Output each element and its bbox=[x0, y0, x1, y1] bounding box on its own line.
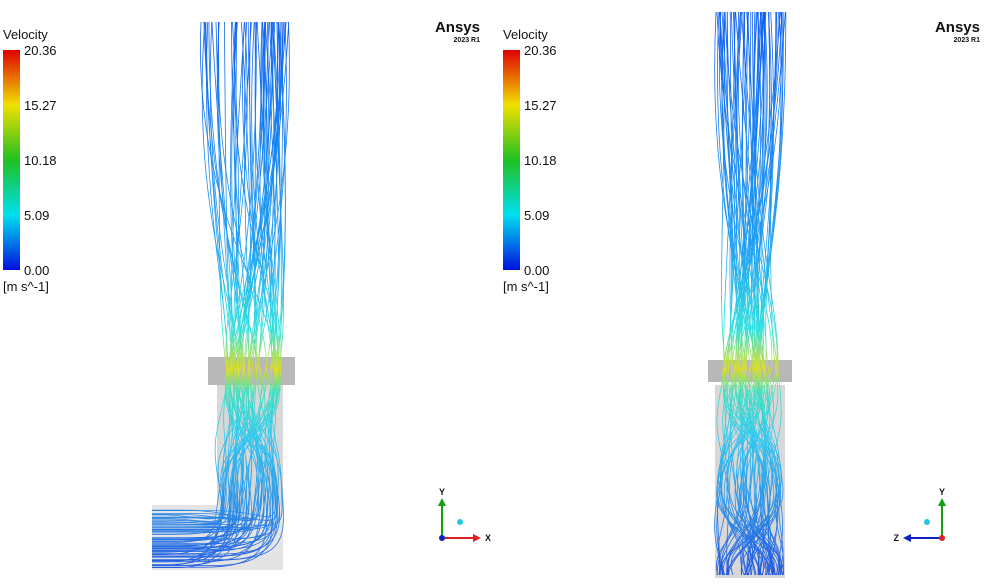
legend-tick-label: 15.27 bbox=[24, 98, 57, 113]
logo: Ansys bbox=[435, 19, 480, 36]
streamline bbox=[714, 11, 769, 576]
streamline bbox=[152, 21, 280, 549]
streamline bbox=[726, 11, 777, 576]
streamline bbox=[734, 11, 787, 576]
streamline bbox=[744, 11, 786, 576]
legend-tick-label: 0.00 bbox=[524, 263, 549, 278]
streamline bbox=[152, 21, 253, 529]
legend-tick-label: 10.18 bbox=[524, 153, 557, 168]
legend-title: Velocity bbox=[3, 27, 48, 42]
view-sphere bbox=[924, 519, 930, 525]
legend-units: [m s^-1] bbox=[3, 279, 49, 294]
legend-tick-label: 0.00 bbox=[24, 263, 49, 278]
axis-label: Y bbox=[439, 487, 445, 497]
streamline bbox=[152, 21, 281, 552]
streamline bbox=[722, 11, 784, 576]
view-sphere bbox=[457, 519, 463, 525]
legend-tick-label: 20.36 bbox=[524, 43, 557, 58]
streamline bbox=[152, 21, 249, 539]
streamline bbox=[152, 21, 240, 547]
streamline bbox=[719, 11, 783, 576]
streamline bbox=[743, 11, 782, 576]
streamlines bbox=[152, 11, 787, 576]
streamline bbox=[152, 21, 268, 552]
streamline bbox=[152, 21, 248, 555]
streamline bbox=[729, 11, 777, 576]
streamline bbox=[721, 11, 752, 576]
streamline bbox=[726, 11, 765, 576]
arrow-head bbox=[473, 534, 481, 542]
streamline bbox=[152, 21, 252, 562]
origin bbox=[939, 535, 945, 541]
legend-tick-label: 20.36 bbox=[24, 43, 57, 58]
streamline bbox=[733, 11, 775, 576]
streamline bbox=[152, 21, 245, 552]
streamline bbox=[152, 21, 269, 558]
streamline bbox=[723, 11, 774, 576]
axis-label: X bbox=[485, 533, 491, 543]
axis-label: Y bbox=[939, 487, 945, 497]
color-bar bbox=[503, 50, 520, 270]
streamline bbox=[152, 21, 259, 551]
legend-title: Velocity bbox=[503, 27, 548, 42]
streamline bbox=[152, 21, 271, 548]
streamline bbox=[152, 21, 287, 546]
streamline bbox=[717, 11, 752, 576]
legend-tick-label: 15.27 bbox=[524, 98, 557, 113]
axis-label: Z bbox=[894, 533, 900, 543]
streamline bbox=[738, 11, 770, 576]
streamline bbox=[744, 11, 775, 576]
origin bbox=[439, 535, 445, 541]
streamline bbox=[152, 21, 245, 524]
arrow-head bbox=[903, 534, 911, 542]
streamline bbox=[152, 21, 277, 557]
streamline bbox=[152, 21, 290, 519]
streamline bbox=[152, 21, 279, 531]
streamline bbox=[152, 21, 287, 561]
streamline bbox=[740, 11, 781, 576]
streamline bbox=[152, 21, 276, 563]
streamline bbox=[152, 21, 271, 529]
streamline bbox=[152, 21, 266, 558]
arrow-head bbox=[438, 498, 446, 506]
logo-version: 2023 R1 bbox=[454, 37, 481, 44]
streamline bbox=[152, 21, 279, 544]
streamline bbox=[152, 21, 280, 548]
streamline bbox=[152, 21, 258, 531]
logo-version: 2023 R1 bbox=[954, 37, 981, 44]
color-bar bbox=[3, 50, 20, 270]
legend-tick-label: 5.09 bbox=[524, 208, 549, 223]
streamline bbox=[152, 21, 277, 566]
streamline bbox=[152, 21, 279, 549]
legend-tick-label: 10.18 bbox=[24, 153, 57, 168]
streamline bbox=[719, 11, 778, 576]
legend-units: [m s^-1] bbox=[503, 279, 549, 294]
streamline bbox=[719, 11, 774, 576]
arrow-head bbox=[938, 498, 946, 506]
streamline bbox=[736, 11, 782, 576]
streamline bbox=[718, 11, 781, 576]
logo: Ansys bbox=[935, 19, 980, 36]
legend-tick-label: 5.09 bbox=[24, 208, 49, 223]
